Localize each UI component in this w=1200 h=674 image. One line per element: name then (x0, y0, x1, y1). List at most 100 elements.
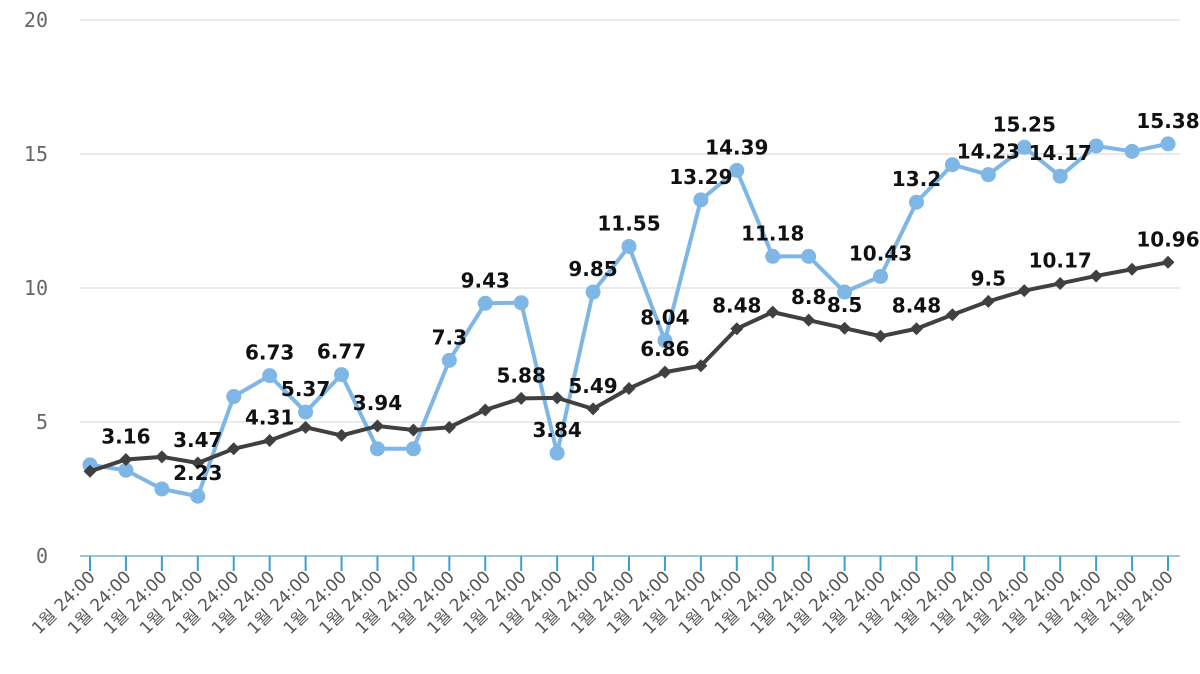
data-point (729, 162, 745, 178)
data-point (83, 464, 97, 478)
data-point (658, 365, 672, 379)
data-label: 7.3 (432, 325, 467, 349)
data-point (1125, 262, 1139, 276)
data-label: 13.29 (669, 165, 732, 189)
data-point (586, 402, 600, 416)
data-point (873, 268, 889, 284)
data-point (1160, 136, 1176, 152)
data-label: 10.96 (1136, 227, 1199, 251)
data-label: 6.77 (317, 340, 366, 364)
gridlines (80, 19, 1180, 557)
data-point (694, 359, 708, 373)
series-layer (82, 136, 1176, 504)
data-point (801, 248, 817, 264)
data-point (838, 321, 852, 335)
data-point (442, 420, 456, 434)
data-point (766, 305, 780, 319)
data-point (550, 391, 564, 405)
data-point (622, 382, 636, 395)
data-point (693, 192, 709, 208)
data-point (1053, 276, 1067, 290)
data-label: 2.23 (173, 461, 222, 485)
data-point (765, 248, 781, 264)
y-tick-label: 0 (36, 544, 48, 568)
data-point (441, 352, 457, 368)
series-circle (82, 136, 1176, 504)
data-label: 9.5 (971, 266, 1006, 290)
data-label: 3.84 (532, 418, 581, 442)
data-point (944, 157, 960, 173)
y-tick-label: 15 (24, 142, 48, 166)
data-label: 3.94 (353, 391, 402, 415)
data-point (334, 367, 350, 383)
data-point (1016, 139, 1032, 155)
data-label: 14.17 (1029, 141, 1092, 165)
data-label: 14.39 (705, 135, 768, 159)
data-point (1161, 255, 1175, 269)
data-label: 6.86 (640, 337, 689, 361)
data-point (1088, 138, 1104, 154)
data-point (191, 456, 205, 470)
data-label: 9.85 (568, 257, 617, 281)
y-tick-label: 5 (36, 410, 48, 434)
data-label: 8.48 (712, 294, 761, 318)
data-label: 14.23 (957, 140, 1020, 164)
data-label: 8.5 (827, 293, 862, 317)
data-point (1124, 143, 1140, 159)
data-label: 10.17 (1029, 248, 1092, 272)
data-label: 13.2 (892, 167, 941, 191)
data-point (298, 404, 314, 420)
data-point (227, 442, 241, 456)
data-point (909, 322, 923, 336)
data-point (981, 294, 995, 308)
data-point (514, 391, 528, 405)
data-label: 8.04 (640, 306, 689, 330)
data-point (513, 295, 529, 311)
y-tick-label: 10 (24, 276, 48, 300)
data-point (119, 453, 133, 467)
data-label: 4.31 (245, 405, 294, 429)
data-label: 3.47 (173, 428, 222, 452)
data-label: 6.73 (245, 341, 294, 365)
data-point (802, 313, 816, 327)
data-label: 11.18 (741, 221, 804, 245)
data-point (908, 194, 924, 210)
data-point (190, 488, 206, 504)
data-point (730, 322, 744, 336)
data-label: 8.8 (791, 285, 826, 309)
data-point (621, 238, 637, 254)
series-line (89, 260, 1169, 474)
data-point (406, 423, 420, 437)
data-point (155, 450, 169, 464)
data-label: 15.25 (993, 112, 1056, 136)
y-axis: 0 5 10 15 20 (24, 8, 48, 568)
data-point (477, 295, 493, 311)
data-label: 5.88 (497, 363, 546, 387)
data-label: 5.37 (281, 377, 330, 401)
y-tick-label: 20 (24, 8, 48, 32)
data-point (1089, 269, 1103, 283)
data-point (263, 433, 277, 447)
data-point (874, 329, 888, 343)
data-label: 5.49 (568, 374, 617, 398)
data-point (335, 428, 349, 442)
data-point (837, 284, 853, 300)
data-point (369, 441, 385, 457)
data-point (478, 403, 492, 417)
data-point (1052, 168, 1068, 184)
data-label: 9.43 (461, 268, 510, 292)
data-label: 10.43 (849, 241, 912, 265)
data-label: 8.48 (892, 294, 941, 318)
data-point (549, 445, 565, 461)
data-point (945, 308, 959, 322)
data-point (299, 420, 313, 434)
data-label: 15.38 (1136, 109, 1199, 133)
data-point (226, 389, 242, 405)
data-point (118, 462, 134, 478)
data-labels: 2.23 6.73 5.37 6.77 7.3 9.43 3.84 9.85 11.55 8.04… (101, 109, 1199, 485)
data-point (154, 481, 170, 497)
data-label: 3.16 (101, 425, 150, 449)
data-point (262, 368, 278, 384)
